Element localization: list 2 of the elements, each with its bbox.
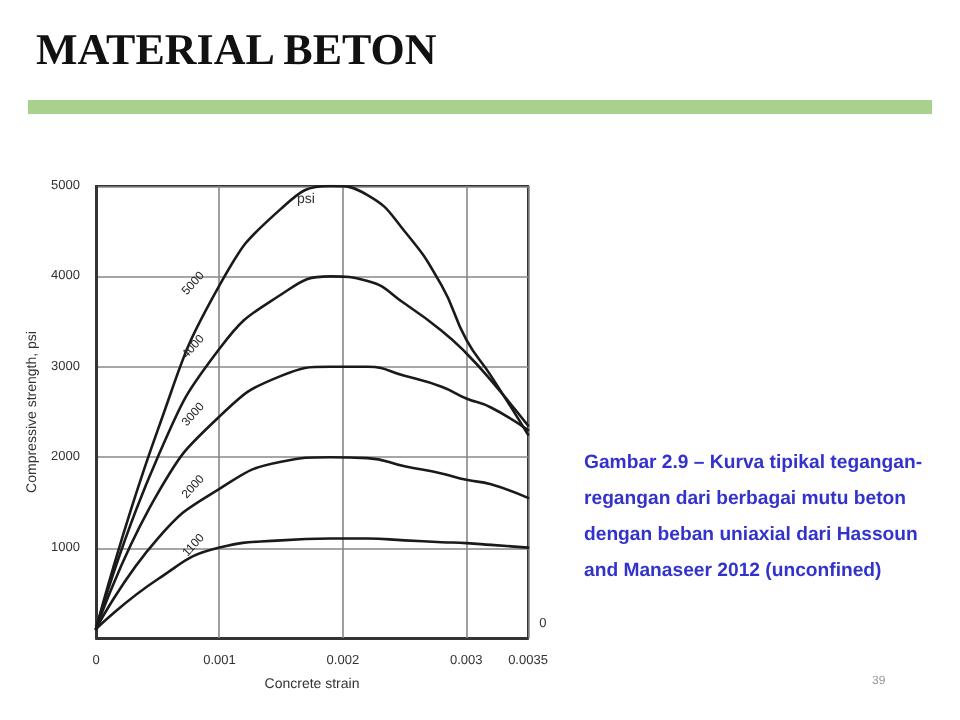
text: Gambar 2.9 – Kurva tipikal tegangan-regangan dari berbagai mutu beton dengan beban uniaxial dari Hassoun and Manaseer 2012 (unconfined)	[584, 450, 925, 586]
chart-title: MATERIAL BETON	[36, 24, 437, 76]
